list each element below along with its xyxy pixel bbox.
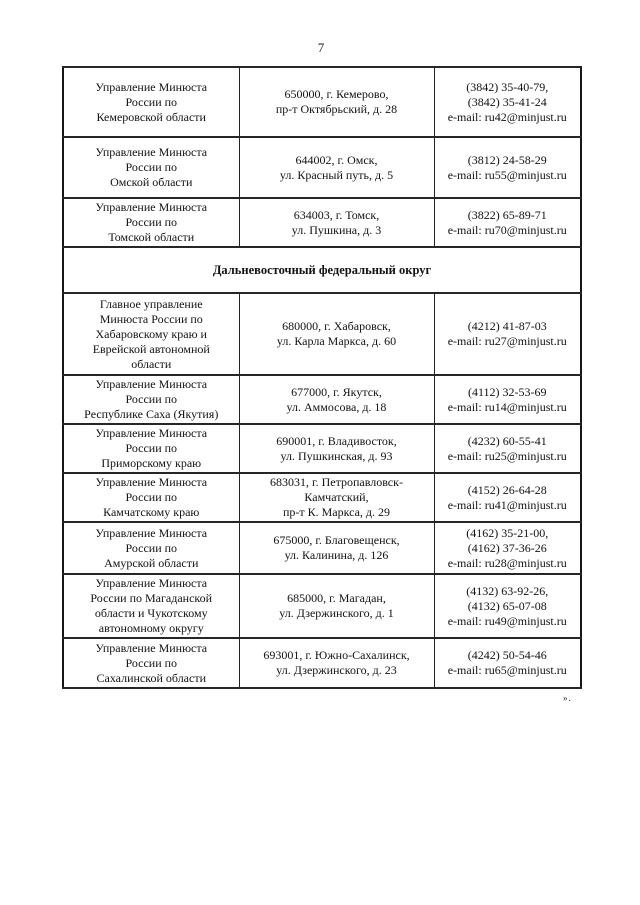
address-cell: 685000, г. Магадан, ул. Дзержинского, д.…	[238, 573, 435, 639]
contact-cell: (3842) 35-40-79, (3842) 35-41-24 e-mail:…	[433, 66, 582, 138]
table-row: Управление Минюста России по Магаданской…	[62, 573, 582, 639]
org-cell: Управление Минюста России по Амурской об…	[62, 521, 240, 575]
org-cell: Главное управление Минюста России по Хаб…	[62, 292, 240, 376]
contact-cell: (4112) 32-53-69 e-mail: ru14@minjust.ru	[433, 374, 582, 425]
org-cell: Управление Минюста России по Кемеровской…	[62, 66, 240, 138]
table-row: Управление Минюста России по Амурской об…	[62, 521, 582, 575]
contacts-table: Управление Минюста России по Кемеровской…	[62, 66, 582, 689]
table-row: Управление Минюста России по Омской обла…	[62, 136, 582, 199]
contact-cell: (3812) 24-58-29 e-mail: ru55@minjust.ru	[433, 136, 582, 199]
scan-artifact-mark: ».	[563, 693, 572, 703]
address-cell: 675000, г. Благовещенск, ул. Калинина, д…	[238, 521, 435, 575]
org-cell: Управление Минюста России по Республике …	[62, 374, 240, 425]
contact-cell: (3822) 65-89-71 e-mail: ru70@minjust.ru	[433, 197, 582, 248]
address-cell: 677000, г. Якутск, ул. Аммосова, д. 18	[238, 374, 435, 425]
contact-cell: (4162) 35-21-00, (4162) 37-36-26 e-mail:…	[433, 521, 582, 575]
org-cell: Управление Минюста России по Приморскому…	[62, 423, 240, 474]
table-row: Управление Минюста России по Кемеровской…	[62, 66, 582, 138]
contact-cell: (4232) 60-55-41 e-mail: ru25@minjust.ru	[433, 423, 582, 474]
org-cell: Управление Минюста России по Камчатскому…	[62, 472, 240, 523]
contact-cell: (4242) 50-54-46 e-mail: ru65@minjust.ru	[433, 637, 582, 689]
org-cell: Управление Минюста России по Томской обл…	[62, 197, 240, 248]
section-header-row: Дальневосточный федеральный округ	[62, 246, 582, 294]
table-row: Управление Минюста России по Республике …	[62, 374, 582, 425]
address-cell: 644002, г. Омск, ул. Красный путь, д. 5	[238, 136, 435, 199]
address-cell: 650000, г. Кемерово, пр-т Октябрьский, д…	[238, 66, 435, 138]
org-cell: Управление Минюста России по Сахалинской…	[62, 637, 240, 689]
table-row: Главное управление Минюста России по Хаб…	[62, 292, 582, 376]
contact-cell: (4212) 41-87-03 e-mail: ru27@minjust.ru	[433, 292, 582, 376]
address-cell: 690001, г. Владивосток, ул. Пушкинская, …	[238, 423, 435, 474]
address-cell: 693001, г. Южно-Сахалинск, ул. Дзержинск…	[238, 637, 435, 689]
table-row: Управление Минюста России по Приморскому…	[62, 423, 582, 474]
section-header: Дальневосточный федеральный округ	[62, 246, 582, 294]
page-number: 7	[317, 40, 325, 55]
contact-cell: (4152) 26-64-28 e-mail: ru41@minjust.ru	[433, 472, 582, 523]
address-cell: 680000, г. Хабаровск, ул. Карла Маркса, …	[238, 292, 435, 376]
address-cell: 683031, г. Петропавловск- Камчатский, пр…	[238, 472, 435, 523]
org-cell: Управление Минюста России по Магаданской…	[62, 573, 240, 639]
table-row: Управление Минюста России по Томской обл…	[62, 197, 582, 248]
contact-cell: (4132) 63-92-26, (4132) 65-07-08 e-mail:…	[433, 573, 582, 639]
table-row: Управление Минюста России по Камчатскому…	[62, 472, 582, 523]
table-row: Управление Минюста России по Сахалинской…	[62, 637, 582, 689]
address-cell: 634003, г. Томск, ул. Пушкина, д. 3	[238, 197, 435, 248]
org-cell: Управление Минюста России по Омской обла…	[62, 136, 240, 199]
